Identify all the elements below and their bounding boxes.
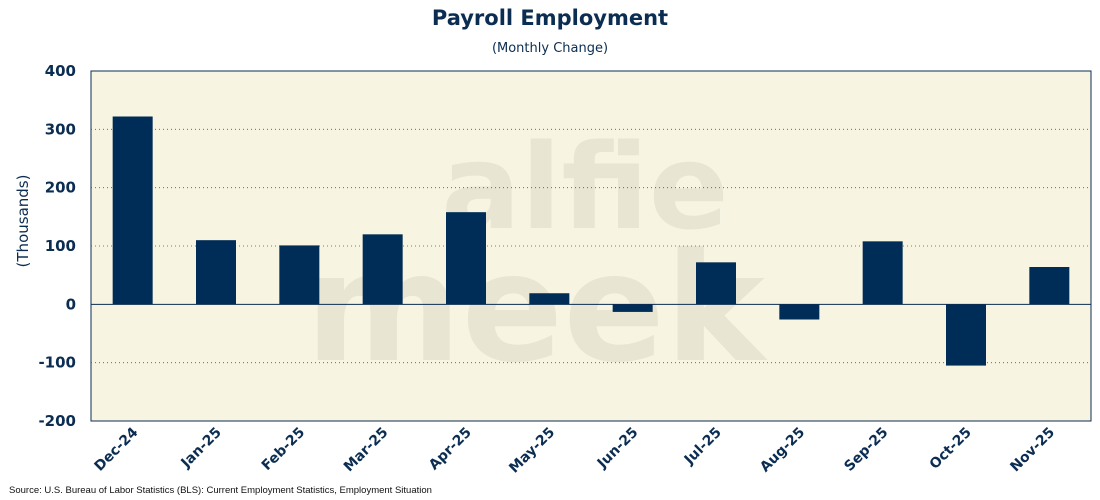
bars: [112, 116, 1070, 366]
x-tick-label: Oct-25: [927, 425, 975, 473]
bar-nov-25: [1029, 267, 1070, 305]
x-tick-label: May-25: [506, 425, 558, 477]
bar-mar-25: [362, 234, 403, 305]
y-tick-label: -100: [38, 354, 76, 372]
x-tick-label: Aug-25: [757, 425, 808, 476]
bar-oct-25: [946, 304, 986, 366]
x-axis-ticks: Dec-24 Jan-25 Feb-25 Mar-25 Apr-25 May-25 Jun-…: [91, 424, 1058, 476]
x-tick-label: Sep-25: [841, 425, 891, 475]
x-tick-label: Jan-25: [178, 425, 225, 472]
chart-title: Payroll Employment: [431, 6, 669, 30]
y-tick-label: 400: [45, 62, 76, 80]
x-tick-label: Nov-25: [1007, 425, 1058, 476]
y-tick-label: 100: [45, 237, 76, 255]
bar-sep-25: [862, 241, 903, 305]
watermark: alfie meek: [305, 118, 768, 396]
x-tick-label: Mar-25: [341, 425, 392, 476]
bar-jan-25: [196, 240, 236, 305]
y-tick-label: -200: [38, 412, 76, 430]
y-axis-ticks: 400 300 200 100 0 -100 -200: [38, 62, 76, 430]
y-tick-label: 0: [66, 295, 76, 313]
x-tick-label: Jul-25: [681, 425, 725, 469]
x-tick-label: Feb-25: [259, 425, 308, 474]
bar-feb-25: [279, 245, 320, 305]
grid-lines: [91, 128, 1091, 364]
y-tick-label: 200: [45, 179, 76, 197]
watermark-word-1: alfie: [441, 118, 729, 256]
bar-apr-25: [446, 212, 486, 305]
bar-jul-25: [696, 262, 736, 305]
x-tick-label: Jun-25: [594, 425, 642, 473]
bar-jun-25: [612, 304, 653, 312]
y-axis-label: (Thousands): [14, 175, 32, 268]
bar-aug-25: [779, 304, 820, 320]
x-tick-label: Dec-24: [91, 424, 141, 474]
bar-dec-24: [112, 116, 153, 305]
chart-subtitle: (Monthly Change): [491, 41, 609, 56]
source-note: Source: U.S. Bureau of Labor Statistics …: [9, 485, 432, 496]
x-tick-label: Apr-25: [426, 425, 475, 474]
bar-may-25: [529, 293, 570, 305]
y-tick-label: 300: [45, 120, 76, 138]
